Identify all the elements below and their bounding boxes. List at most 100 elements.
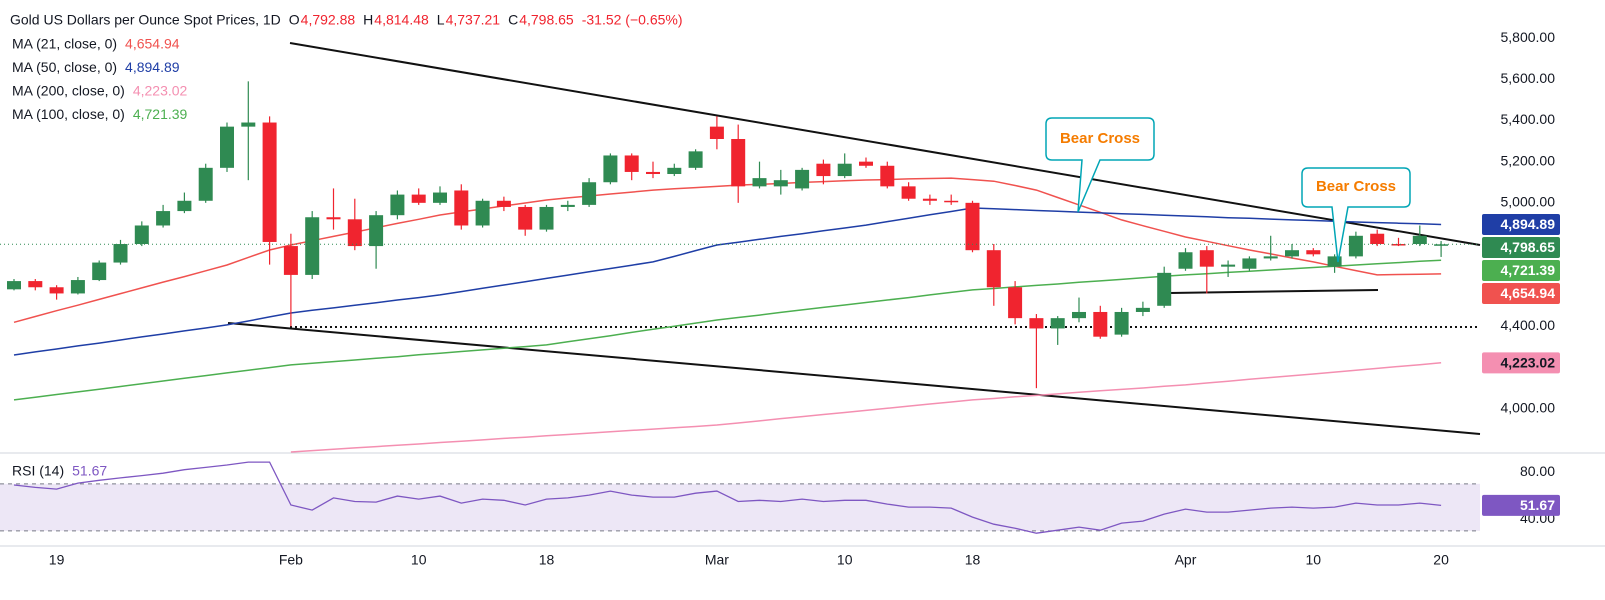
moving-average-line [13,207,1442,356]
candle-body [1114,311,1129,335]
x-tick-label: 18 [539,552,555,568]
candle-body [1221,264,1236,267]
legend-text: 4,792.88 [301,12,356,28]
y-tick-label: 5,400.00 [1501,111,1556,127]
y-tick-label: 5,800.00 [1501,29,1556,45]
trendline [227,322,1481,435]
candle-body [1263,256,1278,259]
candle-body [944,200,959,203]
candle-body [1072,311,1086,319]
price-label-box [1482,282,1560,304]
x-tick-label: 18 [965,552,981,568]
candle-body [326,217,341,220]
candle-body [305,217,320,275]
candle-body [539,206,554,230]
candle-body [816,163,831,177]
candle-body [70,280,85,294]
candle-body [688,151,703,168]
legend-text: 4,654.94 [125,36,180,52]
moving-average-line [290,362,1442,453]
candle-body [1157,272,1172,306]
rsi-line [13,461,1442,534]
x-tick-label: 10 [1306,552,1322,568]
x-tick-label: 10 [837,552,853,568]
candle-body [220,126,234,168]
legend-text: C [508,12,518,28]
y-tick-label: 5,200.00 [1501,152,1556,168]
candle-body [390,194,405,216]
candle-body [880,165,895,187]
legend-text: 51.67 [72,463,107,479]
candle-body [411,194,426,203]
candle-body [241,122,256,127]
candle-body [1050,318,1065,329]
candle-body [603,155,618,183]
candle-body [177,200,192,212]
candle-body [49,287,64,294]
candle-body [113,244,128,263]
candle-body [1306,250,1321,255]
price-label: 4,721.39 [1501,262,1556,278]
candle-body [1242,258,1257,269]
x-tick-label: 20 [1433,552,1449,568]
x-tick-label: Feb [279,552,303,568]
legend-text: MA (100, close, 0) [12,106,125,122]
x-tick-label: Apr [1175,552,1197,568]
price-label: 4,798.65 [1501,239,1556,255]
price-label: 51.67 [1520,497,1555,513]
candle-body [859,161,873,166]
moving-average-line [13,177,1442,324]
candle-body [582,182,597,205]
legend-text: 4,798.65 [519,12,574,28]
y-tick-label: 5,000.00 [1501,194,1556,210]
candle-body [1199,250,1214,267]
price-label-box [1482,236,1560,258]
y-tick-label: 5,600.00 [1501,70,1556,86]
candle-body [92,262,107,281]
candle-body [1370,233,1385,245]
rsi-band [0,483,1480,531]
price-label: 4,894.89 [1501,216,1556,232]
legend-text: MA (200, close, 0) [12,83,125,99]
legend-text: 4,721.39 [133,106,188,122]
x-tick-label: 19 [49,552,65,568]
y-tick-label: 4,400.00 [1501,317,1556,333]
candle-body [795,169,810,189]
candle-body [1348,235,1363,257]
candle-body [518,206,533,230]
candle-body [454,190,469,226]
legend-text: MA (50, close, 0) [12,59,117,75]
candle-body [560,204,575,207]
legend-text: -31.52 (−0.65%) [582,12,683,28]
candle-body [965,202,980,251]
legend-text: L [437,12,445,28]
legend-text: MA (21, close, 0) [12,36,117,52]
candle-body [28,281,43,288]
annotation: Bear Cross [1316,178,1396,195]
candle-body [709,126,724,139]
candle-body [837,163,852,177]
legend-text: 4,894.89 [125,59,180,75]
candle-body [986,250,1001,288]
legend-text: RSI (14) [12,463,64,479]
candle-body [262,122,277,242]
candle-body [496,200,511,207]
candle-body [1178,252,1193,269]
x-tick-label: Mar [705,552,729,568]
candle-body [433,192,447,203]
callout: Bear Cross [1301,167,1411,263]
candle-body [731,138,746,187]
candle-body [1412,235,1427,245]
candle-body [1391,244,1406,246]
price-label-box [1482,213,1560,235]
candle-body [156,211,171,226]
legend-text: H [363,12,373,28]
candle-body [198,167,213,201]
candle-body [624,155,639,172]
candle-body [752,178,767,187]
moving-average-line [13,259,1442,401]
callout-box [1301,167,1411,263]
candle-body [283,246,298,275]
plot-area [0,81,1480,534]
